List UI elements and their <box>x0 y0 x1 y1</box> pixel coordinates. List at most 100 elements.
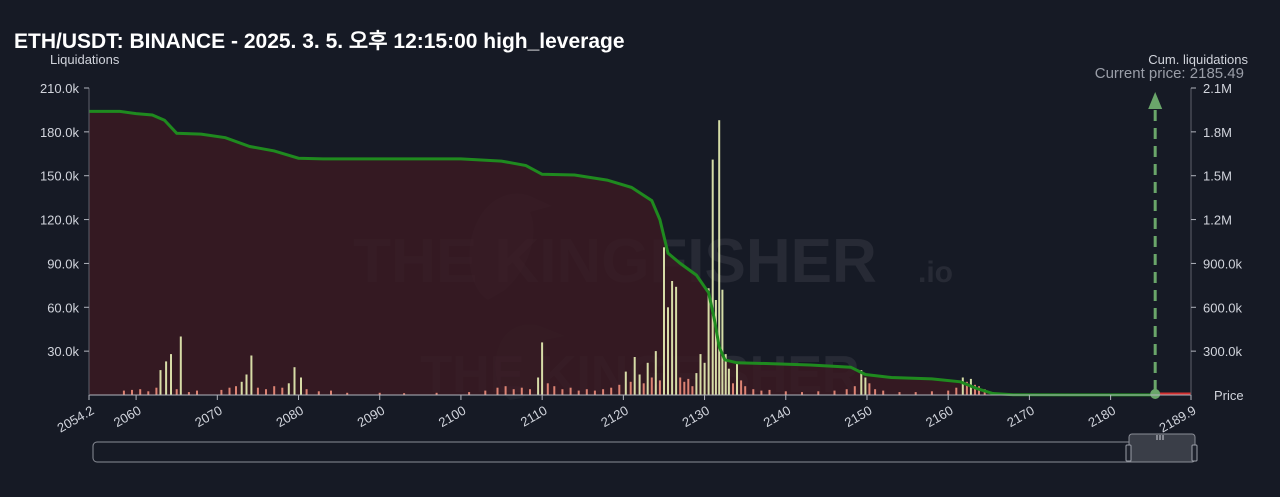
liquidation-bar <box>947 390 950 395</box>
liquidation-bar <box>744 386 747 395</box>
liquidation-bar <box>541 342 544 395</box>
liquidation-bar <box>196 390 198 395</box>
scrollbar-left-handle[interactable] <box>1125 444 1132 462</box>
x-tick-label: 2090 <box>355 403 388 430</box>
liquidation-bar <box>435 392 438 395</box>
liquidation-bar <box>147 391 150 395</box>
liquidation-bar <box>898 392 901 395</box>
liquidation-bar <box>671 281 674 395</box>
liquidation-bar <box>122 390 125 395</box>
liquidation-bar <box>864 377 867 395</box>
liquidation-bar <box>683 381 686 395</box>
liquidation-bar <box>228 387 231 395</box>
liquidation-bar <box>240 381 243 395</box>
liquidation-bar <box>346 392 349 395</box>
liquidation-bar <box>250 355 253 395</box>
liquidation-bar <box>293 367 296 395</box>
liquidation-bar <box>618 384 621 395</box>
liquidation-bar <box>187 392 190 395</box>
left-tick-label: 180.0k <box>40 125 80 140</box>
x-tick-label: 2080 <box>273 403 306 430</box>
liquidation-bar <box>718 120 721 395</box>
liquidation-bar <box>155 387 158 395</box>
liquidation-bar <box>593 390 596 395</box>
liquidation-bar <box>752 389 755 395</box>
liquidation-bar <box>378 392 381 395</box>
x-tick-label: 2189.9 <box>1157 403 1199 436</box>
liquidation-bar <box>245 374 248 395</box>
x-tick-label: 2170 <box>1004 403 1037 430</box>
liquidation-bar <box>265 389 267 395</box>
liquidation-bar <box>468 392 471 395</box>
chart-title: ETH/USDT: BINANCE - 2025. 3. 5. 오후 12:15… <box>14 29 625 53</box>
liquidation-bar <box>159 370 162 395</box>
liquidation-bar <box>974 384 976 395</box>
liquidation-bar <box>624 371 627 395</box>
left-axis-title: Liquidations <box>50 52 120 67</box>
scrollbar-thumb[interactable] <box>1128 433 1196 463</box>
right-tick-label: 900.0k <box>1203 256 1243 271</box>
liquidation-bar <box>707 288 710 395</box>
liquidation-bar <box>512 389 515 395</box>
right-tick-label: 1.5M <box>1203 169 1232 184</box>
right-tick-label: 1.8M <box>1203 125 1232 140</box>
liquidation-bar <box>740 380 743 395</box>
liquidation-bar <box>633 357 636 395</box>
liquidation-bar <box>882 390 885 395</box>
liquidation-bar <box>801 392 803 395</box>
liquidation-bar <box>736 362 738 395</box>
liquidation-bar <box>496 387 499 395</box>
right-tick-label: 1.2M <box>1203 213 1232 228</box>
liquidation-bar <box>610 387 613 395</box>
liquidation-bar <box>711 159 714 395</box>
liquidation-bar <box>529 389 531 395</box>
liquidation-bar <box>330 390 332 395</box>
liquidation-bar <box>638 374 641 395</box>
liquidation-bar <box>520 387 523 395</box>
x-tick-label: 2054.2 <box>55 403 97 436</box>
liquidation-bar <box>504 386 507 395</box>
liquidation-bar <box>868 383 871 395</box>
liquidation-bar <box>569 387 572 395</box>
scrollbar-right-handle[interactable] <box>1191 444 1198 462</box>
scrollbar-track[interactable] <box>92 441 1196 463</box>
liquidation-bar <box>784 391 787 395</box>
liquidation-bar <box>699 354 702 395</box>
liquidation-bar <box>646 362 649 395</box>
liquidation-bar <box>220 389 223 395</box>
cumulative-line <box>89 109 1156 397</box>
left-tick-label: 210.0k <box>40 81 80 96</box>
scrollbar-grip-icon[interactable] <box>1156 435 1164 440</box>
cumulative-area <box>89 111 1156 396</box>
x-tick-label: 2120 <box>598 403 631 430</box>
liquidation-bar <box>853 386 856 395</box>
liquidation-bar <box>930 391 933 395</box>
liquidation-bar <box>860 370 863 395</box>
liquidation-bar <box>585 389 588 395</box>
plot-area <box>89 92 1191 399</box>
left-tick-label: 30.0k <box>47 344 79 359</box>
right-tick-label: 600.0k <box>1203 300 1243 315</box>
liquidation-bar <box>165 361 168 395</box>
x-tick-label: 2130 <box>680 403 713 430</box>
right-tick-label: 300.0k <box>1203 344 1243 359</box>
left-tick-label: 60.0k <box>47 300 79 315</box>
current-price-marker <box>1150 389 1161 399</box>
range-scrollbar[interactable] <box>92 433 1198 463</box>
liquidation-bar <box>663 247 665 395</box>
liquidation-bar <box>845 389 848 395</box>
liquidation-bar <box>139 389 142 395</box>
current-price-label: Current price: 2185.49 <box>1095 65 1244 82</box>
liquidation-bar <box>955 387 958 395</box>
watermark-suffix: .io <box>918 256 953 289</box>
liquidation-bar <box>300 377 302 395</box>
liquidation-bar <box>281 387 284 395</box>
liquidation-bar <box>175 389 178 395</box>
liquidation-bar <box>914 392 917 395</box>
liquidation-bar <box>679 377 682 395</box>
liquidation-bar <box>317 391 320 395</box>
liquidation-bar <box>727 368 730 395</box>
liquidation-bar <box>403 393 406 395</box>
liquidation-bar <box>760 390 763 395</box>
